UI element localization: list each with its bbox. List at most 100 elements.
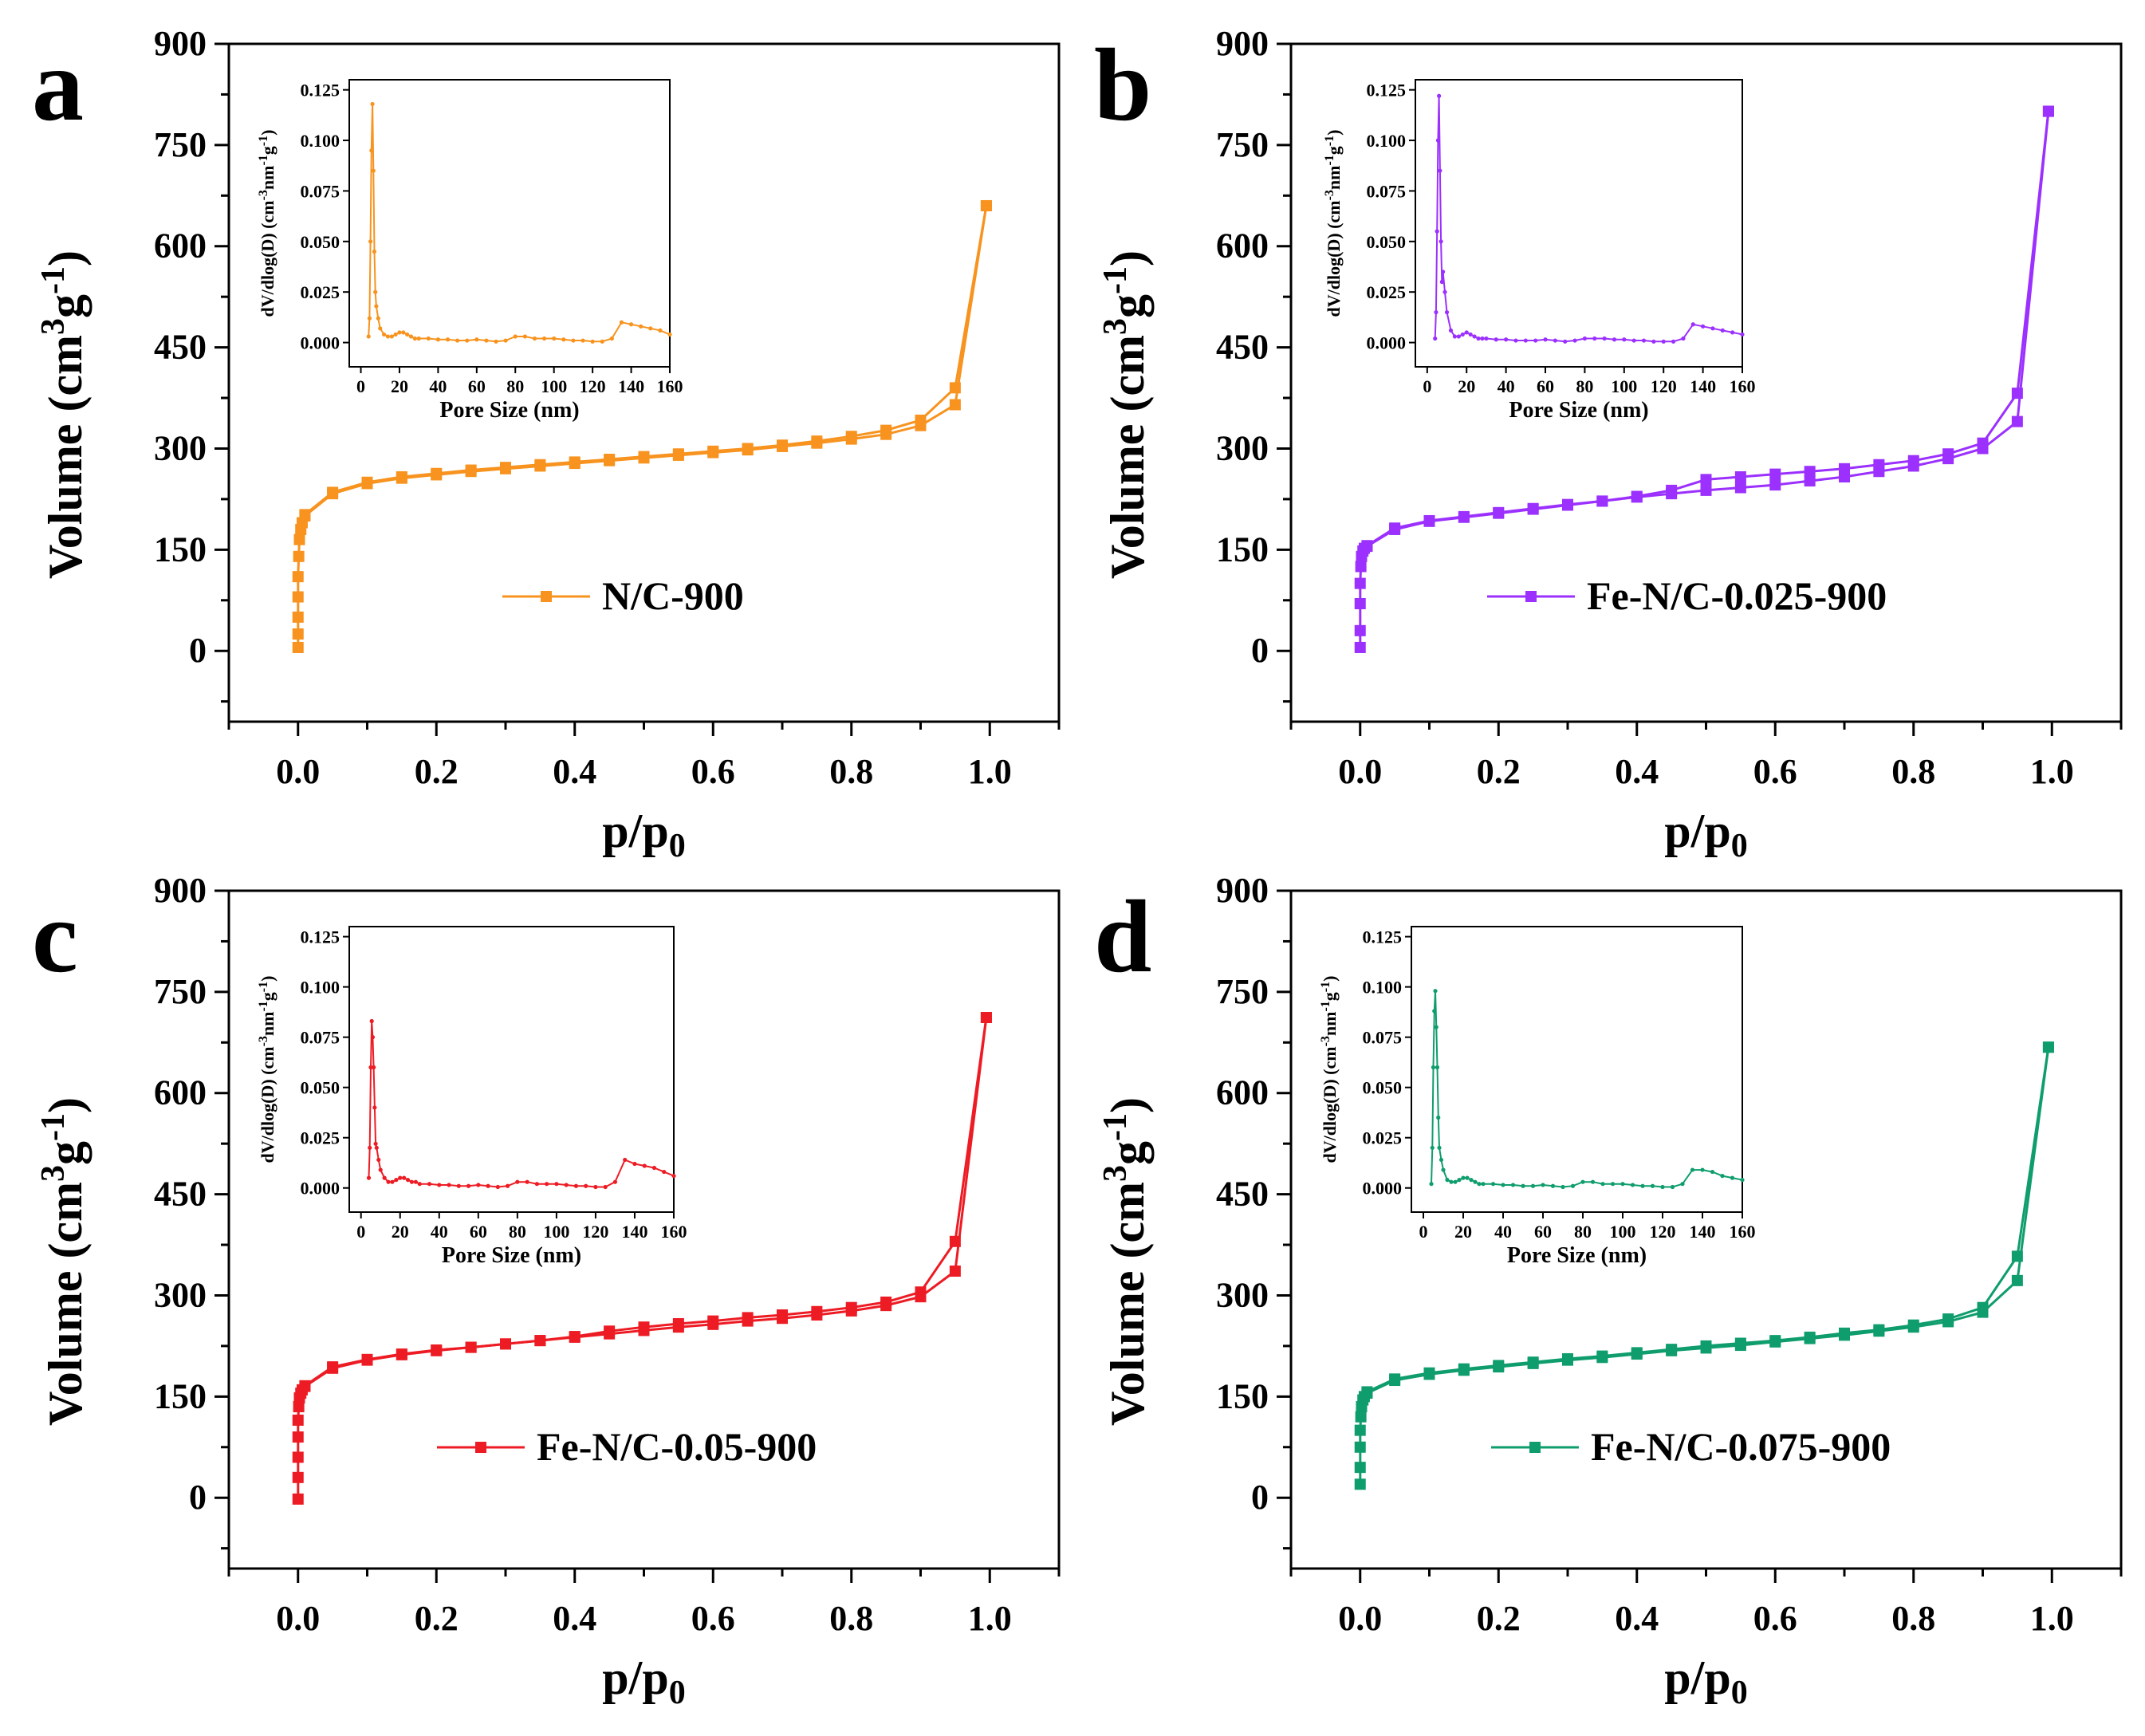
inset-data-point — [1448, 328, 1454, 333]
inset-data-point — [1570, 1183, 1576, 1188]
data-point-adsorption — [1804, 475, 1816, 487]
inset-y-tick-label: 0.000 — [1367, 333, 1407, 353]
inset-data-point — [671, 1174, 676, 1179]
inset-y-tick-label: 0.100 — [301, 131, 340, 151]
data-point-adsorption — [1355, 561, 1367, 573]
x-tick-label: 0.8 — [1891, 752, 1935, 791]
data-point-desorption — [534, 1335, 546, 1347]
data-point-desorption — [742, 443, 754, 455]
inset-data-point — [1465, 1175, 1470, 1180]
inset-y-tick-label: 0.075 — [1367, 181, 1407, 201]
inset-data-point — [394, 1178, 399, 1183]
inset-data-point — [455, 338, 460, 343]
inset-x-tick-label: 140 — [1690, 1222, 1716, 1242]
y-tick-label: 300 — [154, 428, 207, 467]
inset-data-point — [476, 1183, 481, 1187]
inset-data-point — [1430, 1145, 1435, 1150]
y-tick-label: 900 — [1216, 24, 1269, 63]
panel-label: a — [32, 28, 84, 143]
inset-data-point — [376, 316, 380, 321]
inset-y-tick-label: 0.100 — [301, 978, 340, 998]
inset-data-point — [366, 334, 371, 339]
inset-data-point — [1434, 1025, 1439, 1029]
inset-data-point — [385, 334, 391, 339]
x-tick-label: 0.2 — [1477, 752, 1521, 791]
inset-data-point — [427, 1182, 432, 1187]
data-point-desorption — [1804, 1331, 1816, 1343]
inset-data-point — [545, 1182, 549, 1187]
inset-data-point — [609, 336, 614, 341]
inset-data-point — [1445, 1178, 1450, 1183]
x-tick-label: 0.6 — [691, 1599, 735, 1638]
inset-x-tick-label: 40 — [1494, 1222, 1512, 1242]
y-tick-label: 0 — [1251, 631, 1269, 670]
inset-data-point — [1730, 330, 1735, 335]
y-axis-label-end: ) — [39, 250, 92, 266]
y-axis-label-sup: 3 — [35, 318, 72, 335]
inset-data-point — [466, 1183, 471, 1188]
x-axis-label-sub: 0 — [669, 828, 686, 864]
inset-data-point — [389, 334, 394, 339]
inset-data-point — [409, 1179, 415, 1184]
inset-data-point — [1437, 1145, 1442, 1150]
data-point-adsorption — [2011, 415, 2023, 427]
inset-data-point — [1602, 336, 1607, 341]
inset-y-label-mid: nm — [258, 166, 277, 191]
panel-label: d — [1094, 880, 1151, 994]
y-tick-label: 600 — [154, 226, 207, 266]
inset-data-point — [1681, 336, 1686, 341]
data-point-desorption — [534, 459, 546, 470]
inset-data-point — [1730, 1175, 1735, 1180]
legend: N/C-900 — [502, 573, 744, 618]
inset-y-tick-label: 0.125 — [1363, 927, 1403, 947]
inset-data-point — [554, 1182, 559, 1187]
x-tick-label: 0.2 — [415, 1599, 459, 1638]
inset-y-label-sup: -3 — [1323, 190, 1336, 200]
inset-x-tick-label: 0 — [356, 1222, 365, 1242]
inset-x-tick-label: 20 — [1454, 1222, 1472, 1242]
inset-data-point — [372, 1065, 376, 1070]
inset-data-point — [370, 1035, 376, 1040]
inset-y-tick-label: 0.025 — [1363, 1128, 1403, 1148]
inset-y-tick-label: 0.025 — [301, 282, 340, 302]
inset-data-point — [1436, 1115, 1441, 1120]
inset-data-point — [368, 1065, 373, 1070]
data-point-desorption — [915, 1286, 927, 1298]
inset-y-tick-label: 0.075 — [1363, 1028, 1403, 1048]
data-point-desorption — [1769, 1335, 1781, 1347]
inset-data-point — [1600, 1182, 1605, 1187]
inset-y-tick-label: 0.050 — [301, 1078, 340, 1098]
inset-data-point — [642, 1163, 647, 1168]
inset-x-tick-label: 80 — [506, 376, 524, 396]
inset-data-point — [1510, 1183, 1516, 1187]
inset-data-point — [447, 1183, 451, 1187]
y-axis-label: Volume (cm3g-1) — [1097, 250, 1154, 579]
data-point-desorption — [811, 435, 823, 447]
data-point-adsorption — [1354, 577, 1366, 589]
data-point-desorption — [980, 199, 992, 211]
inset-data-point — [1468, 332, 1473, 337]
x-tick-label: 0.4 — [553, 1599, 596, 1638]
inset-data-point — [573, 1183, 579, 1188]
inset-x-tick-label: 160 — [657, 376, 683, 396]
inset-data-point — [1435, 1065, 1440, 1070]
y-tick-label: 750 — [1216, 972, 1269, 1011]
data-point-desorption — [1361, 1386, 1373, 1398]
inset-x-axis-label: Pore Size (nm) — [1509, 398, 1648, 423]
y-axis-label-end: ) — [1101, 250, 1154, 266]
y-axis-label-end: ) — [39, 1097, 92, 1113]
legend-label: Fe-N/C-0.05-900 — [537, 1424, 817, 1469]
inset-data-point — [1435, 138, 1441, 143]
data-point-desorption — [880, 1296, 892, 1308]
x-axis-label-sub: 0 — [669, 1675, 686, 1711]
inset-y-tick-label: 0.050 — [1367, 232, 1407, 252]
data-point-desorption — [949, 1235, 961, 1247]
inset-x-axis-label: Pore Size (nm) — [1507, 1243, 1647, 1268]
inset-data-point — [1464, 330, 1469, 335]
inset-data-point — [474, 337, 479, 342]
inset-y-label-sup: -1 — [257, 1001, 270, 1011]
y-tick-label: 150 — [154, 529, 207, 569]
x-axis-label-main: p/p — [1664, 805, 1730, 857]
inset-data-point — [1435, 229, 1439, 234]
